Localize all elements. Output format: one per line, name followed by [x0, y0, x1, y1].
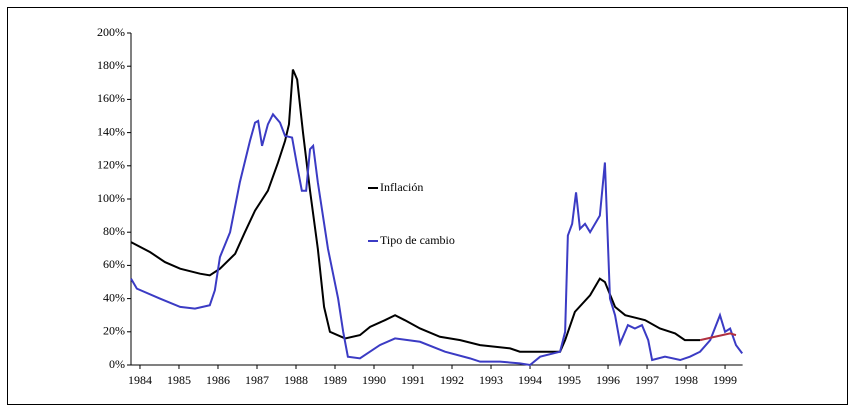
series-line: [130, 112, 744, 367]
x-tick-label: 1998: [674, 373, 698, 387]
series-line: [699, 332, 737, 342]
y-tick-label: 160%: [97, 91, 125, 105]
y-tick-label: 180%: [97, 58, 125, 72]
legend-label: Tipo de cambio: [380, 233, 455, 247]
x-tick-label: 1996: [596, 373, 620, 387]
x-tick-label: 1997: [635, 373, 659, 387]
x-tick-label: 1993: [479, 373, 503, 387]
x-tick-label: 1995: [557, 373, 581, 387]
y-tick-label: 140%: [97, 124, 125, 138]
x-tick-label: 1990: [362, 373, 386, 387]
series-line: [130, 69, 701, 353]
y-tick-label: 200%: [97, 25, 125, 39]
x-tick-label: 1988: [284, 373, 308, 387]
x-tick-label: 1994: [518, 373, 542, 387]
x-tick-label: 1991: [401, 373, 425, 387]
x-tick-label: 1985: [167, 373, 191, 387]
frame: [7, 7, 848, 405]
y-tick-label: 0%: [109, 357, 125, 371]
y-tick-label: 60%: [103, 257, 125, 271]
y-tick-label: 20%: [103, 324, 125, 338]
x-tick-label: 1986: [206, 373, 230, 387]
x-tick-label: 1984: [128, 373, 152, 387]
y-tick-label: 40%: [103, 290, 125, 304]
y-tick-label: 120%: [97, 158, 125, 172]
y-tick-label: 100%: [97, 191, 125, 205]
x-tick-label: 1999: [713, 373, 737, 387]
legend-label: Inflación: [380, 180, 423, 194]
x-tick-label: 1992: [440, 373, 464, 387]
x-tick-label: 1989: [323, 373, 347, 387]
x-tick-label: 1987: [245, 373, 269, 387]
y-tick-label: 80%: [103, 224, 125, 238]
